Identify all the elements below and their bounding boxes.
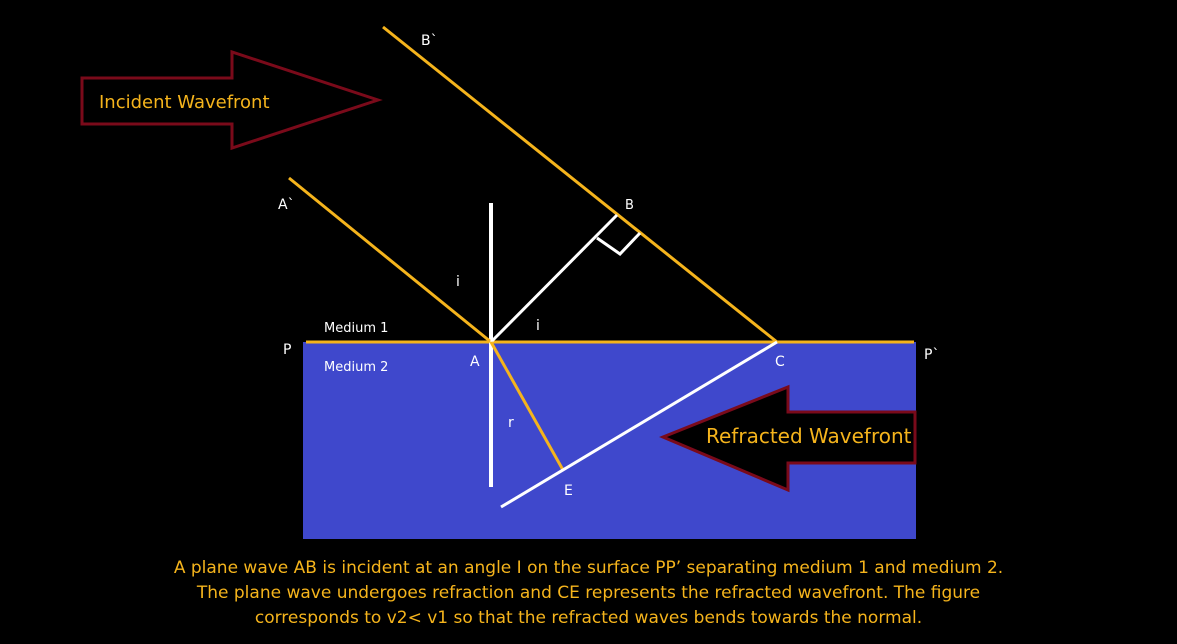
label-e: E (564, 483, 573, 499)
refracted-ray-ae (489, 341, 565, 471)
label-c: C (775, 354, 785, 370)
caption: A plane wave AB is incident at an angle … (0, 556, 1177, 631)
label-medium-2: Medium 2 (324, 360, 388, 375)
incident-wavefront-label: Incident Wavefront (99, 92, 270, 113)
label-a: A (470, 354, 480, 370)
refracted-wavefront-ce (500, 340, 778, 509)
label-a-prime: A` (278, 197, 295, 213)
refracted-wavefront-label: Refracted Wavefront (706, 424, 912, 448)
label-angle-i-lower: i (536, 318, 540, 334)
label-medium-1: Medium 1 (324, 321, 388, 336)
right-angle-marker (596, 231, 642, 256)
incident-wavefront-ab (489, 213, 619, 344)
label-angle-r: r (508, 415, 514, 431)
label-b-prime: B` (421, 33, 438, 49)
caption-line-1: A plane wave AB is incident at an angle … (173, 558, 1004, 578)
incident-ray-a (288, 176, 492, 344)
caption-line-3: corresponds to v2< v1 so that the refrac… (254, 608, 923, 628)
label-p-prime: P` (924, 347, 939, 363)
incident-ray-b (382, 25, 778, 344)
incident-wavefront-arrow (80, 49, 383, 151)
label-b: B (625, 198, 634, 213)
label-angle-i-upper: i (456, 274, 460, 290)
caption-line-2: The plane wave undergoes refraction and … (196, 583, 981, 603)
refracted-wavefront-arrow (659, 384, 917, 493)
label-p: P (283, 342, 291, 358)
